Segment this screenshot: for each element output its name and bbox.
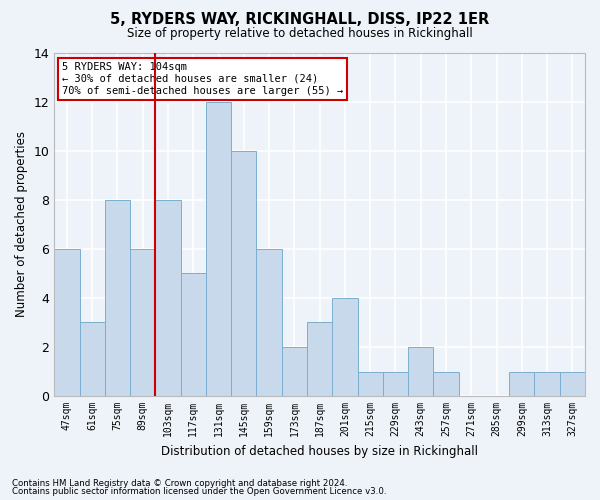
X-axis label: Distribution of detached houses by size in Rickinghall: Distribution of detached houses by size … bbox=[161, 444, 478, 458]
Y-axis label: Number of detached properties: Number of detached properties bbox=[15, 132, 28, 318]
Text: Contains HM Land Registry data © Crown copyright and database right 2024.: Contains HM Land Registry data © Crown c… bbox=[12, 478, 347, 488]
Text: Contains public sector information licensed under the Open Government Licence v3: Contains public sector information licen… bbox=[12, 487, 386, 496]
Bar bbox=[130, 249, 155, 396]
Bar bbox=[509, 372, 535, 396]
Bar bbox=[181, 274, 206, 396]
Bar bbox=[433, 372, 458, 396]
Text: Size of property relative to detached houses in Rickinghall: Size of property relative to detached ho… bbox=[127, 28, 473, 40]
Bar bbox=[155, 200, 181, 396]
Bar bbox=[231, 150, 256, 396]
Bar bbox=[358, 372, 383, 396]
Bar bbox=[54, 249, 80, 396]
Bar bbox=[560, 372, 585, 396]
Bar bbox=[206, 102, 231, 396]
Bar bbox=[332, 298, 358, 396]
Text: 5, RYDERS WAY, RICKINGHALL, DISS, IP22 1ER: 5, RYDERS WAY, RICKINGHALL, DISS, IP22 1… bbox=[110, 12, 490, 28]
Bar bbox=[256, 249, 282, 396]
Text: 5 RYDERS WAY: 104sqm
← 30% of detached houses are smaller (24)
70% of semi-detac: 5 RYDERS WAY: 104sqm ← 30% of detached h… bbox=[62, 62, 343, 96]
Bar bbox=[307, 322, 332, 396]
Bar bbox=[282, 347, 307, 396]
Bar bbox=[383, 372, 408, 396]
Bar bbox=[408, 347, 433, 396]
Bar bbox=[535, 372, 560, 396]
Bar bbox=[80, 322, 105, 396]
Bar bbox=[105, 200, 130, 396]
